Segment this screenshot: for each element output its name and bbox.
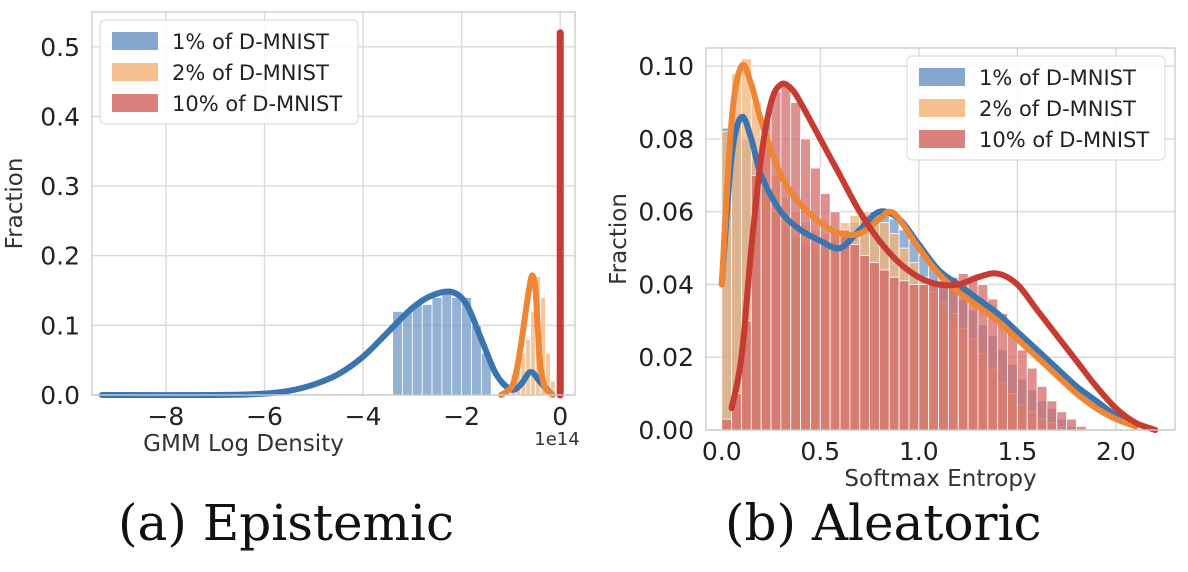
hist-bar (402, 311, 413, 396)
y-axis-label: Fraction (606, 193, 632, 285)
x-tick-label: 0 (552, 402, 568, 431)
legend-box (99, 19, 359, 125)
plot-frame (91, 11, 576, 396)
hist-bar (839, 229, 851, 431)
legend-label: 10% of D-MNIST (172, 92, 342, 116)
legend: 1% of D-MNIST 2% of D-MNIST 10% of D-MNIST (906, 55, 1166, 161)
hist-bar (879, 269, 890, 431)
legend: 1% of D-MNIST 2% of D-MNIST 10% of D-MNIST (99, 19, 359, 125)
kde-line-red (728, 80, 1159, 433)
y-tick-label: 0.5 (40, 33, 80, 62)
legend-label: 2% of D-MNIST (172, 61, 329, 85)
y-tick-label: 0.08 (638, 125, 694, 154)
y-tick-label: 0.00 (638, 416, 694, 445)
hist-bar (918, 284, 930, 431)
legend-swatch (112, 32, 158, 50)
legend-swatch (112, 94, 158, 112)
legend-label: 10% of D-MNIST (979, 128, 1149, 152)
kde-line-orange (718, 61, 1139, 430)
x-tick-label: 2.0 (1096, 437, 1136, 466)
hist-bar (1036, 385, 1048, 431)
hist-bar (888, 276, 900, 431)
hist-bar (721, 418, 733, 431)
hist-bar (1026, 367, 1038, 431)
y-axis-label: Fraction (2, 158, 28, 250)
hist-bar (898, 280, 910, 431)
x-tick-label: −8 (147, 402, 184, 431)
hist-bar (1046, 400, 1058, 431)
x-tick-label: −4 (345, 402, 382, 431)
x-tick-label: 0.5 (800, 437, 840, 466)
hist-bar (441, 290, 453, 396)
kde-line-orange (498, 272, 556, 398)
x-tick-label: −6 (246, 402, 283, 431)
x-axis-label: Softmax Entropy (844, 466, 1036, 492)
kde-line-blue (98, 288, 554, 399)
legend-swatch (919, 130, 965, 148)
legend-swatch (919, 68, 965, 86)
hist-bar (790, 102, 801, 431)
hist-bar (947, 276, 959, 431)
x-axis-label: GMM Log Density (143, 431, 344, 457)
legend-label: 1% of D-MNIST (172, 30, 329, 54)
legend-label: 1% of D-MNIST (979, 66, 1136, 90)
y-tick-label: 0.10 (638, 52, 694, 81)
hist-bar (1056, 411, 1068, 431)
hist-bar (421, 304, 433, 396)
legend-label: 2% of D-MNIST (979, 97, 1136, 121)
hist-bar (928, 284, 939, 431)
x-tick-label: 1.0 (899, 437, 939, 466)
hist-bar (810, 167, 821, 431)
legend-swatch (919, 99, 965, 117)
hist-bar (938, 280, 949, 431)
y-tick-label: 0.0 (40, 381, 80, 410)
hist-bar (451, 297, 463, 396)
plot-frame (705, 47, 1176, 431)
y-tick-label: 0.02 (638, 343, 694, 372)
hist-bar (411, 304, 423, 396)
x-tick-label: 1.5 (997, 437, 1037, 466)
hist-bar (908, 284, 920, 431)
x-tick-label: −2 (443, 402, 480, 431)
hist-bar (849, 244, 861, 431)
chart-aleatoric: 0.0 0.5 1.0 1.5 2.0 0.00 0.02 0.04 0.06 0.08 0.10 S… (606, 47, 1176, 492)
legend-swatch (112, 63, 158, 81)
hist-bar (800, 138, 811, 431)
hist-bar (1016, 349, 1028, 431)
y-tick-label: 0.1 (40, 311, 80, 340)
hist-bar (1066, 418, 1077, 431)
y-tick-label: 0.3 (40, 172, 80, 201)
y-tick-label: 0.4 (40, 102, 80, 131)
hist-bar (770, 91, 782, 431)
legend-box (906, 55, 1166, 161)
hist-bar (780, 83, 792, 431)
chart-epistemic: −8 −6 −4 −2 0 0.0 0.1 0.2 0.3 0.4 0.5 GMM Log Densi… (2, 11, 580, 457)
x-offset-label: 1e14 (534, 429, 579, 450)
hist-bar (869, 262, 880, 431)
caption-epistemic: (a) Epistemic (118, 494, 454, 552)
hist-bar (859, 254, 870, 431)
y-tick-label: 0.06 (638, 198, 694, 227)
y-tick-label: 0.04 (638, 270, 694, 299)
x-tick-label: 0.0 (702, 437, 742, 466)
caption-aleatoric: (b) Aleatoric (725, 494, 1042, 552)
hist-bar (525, 338, 532, 396)
hist-bar (431, 297, 443, 396)
hist-bar (1007, 331, 1018, 431)
y-tick-label: 0.2 (40, 242, 80, 271)
